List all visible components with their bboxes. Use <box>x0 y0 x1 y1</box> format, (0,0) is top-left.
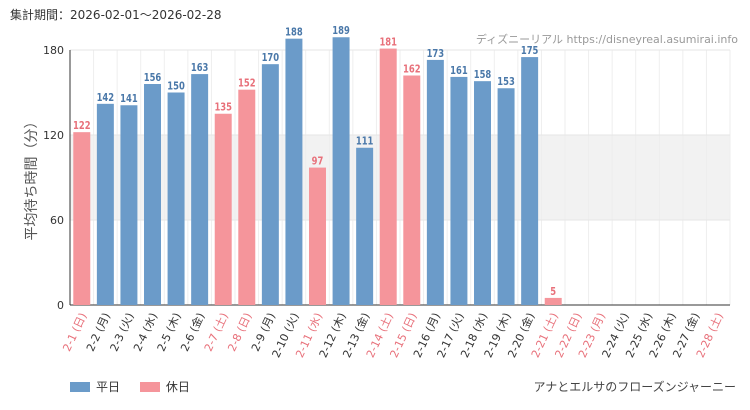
bar-value-label: 5 <box>550 286 556 298</box>
bar-value-label: 135 <box>214 102 232 114</box>
legend-holiday[interactable]: 休日 <box>139 378 190 395</box>
bar <box>120 105 138 305</box>
legend-weekday[interactable]: 平日 <box>70 378 120 395</box>
bar <box>167 92 185 305</box>
bar-value-label: 161 <box>450 65 468 77</box>
bar <box>356 147 374 305</box>
bar-value-label: 158 <box>474 70 492 82</box>
period-end: 2026-02-28 <box>151 8 222 22</box>
bar <box>426 59 444 305</box>
y-tick-label: 0 <box>57 299 64 312</box>
bar <box>497 88 515 305</box>
legend-weekday-swatch <box>70 381 90 392</box>
bar-value-label: 181 <box>379 37 397 49</box>
y-tick-label: 180 <box>43 44 64 57</box>
bar-value-label: 150 <box>167 81 185 93</box>
bar <box>238 89 256 306</box>
bar <box>450 76 468 306</box>
bar <box>403 75 421 305</box>
period-start: 2026-02-01 <box>70 8 140 22</box>
bar <box>332 37 350 305</box>
source-credit: ディズニーリアル https://disneyreal.asumirai.inf… <box>475 33 738 46</box>
period-label-text: 集計期間 <box>10 8 59 22</box>
attraction-name: アナとエルサのフローズンジャーニー <box>533 380 736 394</box>
bar <box>285 38 303 306</box>
bar-value-label: 97 <box>312 156 324 168</box>
bar <box>214 113 232 305</box>
bar <box>379 48 397 305</box>
legend: 平日 休日 <box>70 378 206 395</box>
bar-value-label: 142 <box>97 92 115 104</box>
bar-value-label: 188 <box>285 27 303 39</box>
bar-value-label: 153 <box>497 77 515 89</box>
y-axis-label: 平均待ち時間（分） <box>24 115 40 241</box>
bar-value-label: 152 <box>238 78 256 90</box>
bar-value-label: 141 <box>120 94 138 106</box>
bar-value-label: 173 <box>427 48 445 60</box>
bar <box>474 81 491 306</box>
bar <box>544 297 562 305</box>
legend-holiday-swatch <box>139 381 160 392</box>
bar-value-label: 189 <box>332 26 350 38</box>
bar-value-label: 156 <box>144 72 162 84</box>
y-tick-label: 120 <box>43 129 64 142</box>
bar <box>144 84 161 305</box>
bar-value-label: 162 <box>403 64 421 76</box>
legend-holiday-label: 休日 <box>165 380 190 394</box>
bar <box>73 132 91 305</box>
period-label: 集計期間：2026-02-01～2026-02-28 <box>10 8 222 22</box>
bar <box>191 74 209 305</box>
bar <box>309 167 326 305</box>
bar-value-label: 163 <box>191 62 209 74</box>
bar-value-label: 111 <box>356 136 374 148</box>
bar-value-label: 175 <box>521 45 539 57</box>
legend-weekday-label: 平日 <box>96 380 121 394</box>
bar <box>96 103 114 305</box>
bar-value-label: 122 <box>73 121 91 133</box>
bar <box>521 57 539 306</box>
bar-value-label: 170 <box>262 53 280 65</box>
y-tick-label: 60 <box>50 214 64 227</box>
bar <box>261 64 279 306</box>
